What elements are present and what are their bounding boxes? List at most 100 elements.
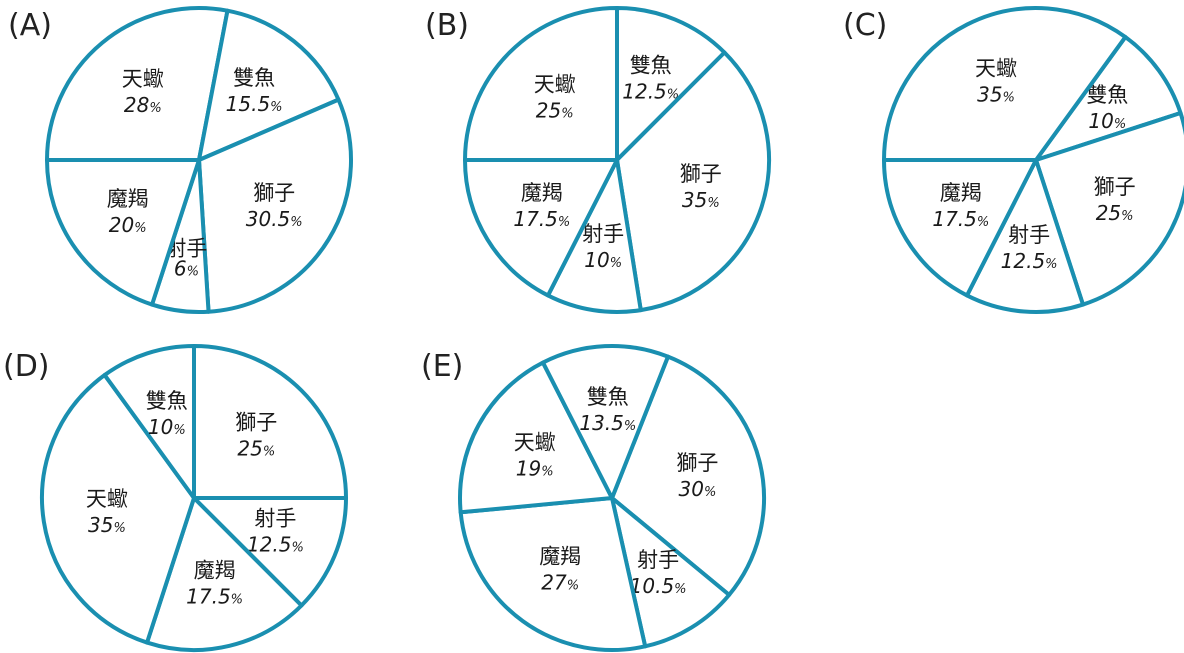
slice-value-unit: %: [1121, 209, 1133, 224]
slice-value-unit: %: [290, 215, 302, 230]
slice-value-unit: %: [707, 196, 719, 211]
slice-value-e-2: 27%: [541, 570, 579, 594]
slice-value-number: 13.5: [579, 411, 624, 435]
slice-name-c-2: 射手: [1008, 223, 1050, 247]
slice-value-unit: %: [704, 485, 716, 500]
slice-value-e-4: 13.5%: [579, 411, 636, 435]
panel-label-b: (B): [425, 8, 469, 43]
slice-name-b-2: 射手: [582, 222, 624, 246]
slice-value-d-4: 10%: [148, 415, 186, 439]
pie-slice-e-3: [458, 360, 614, 515]
slice-value-number: 15.5: [226, 92, 271, 116]
slice-value-unit: %: [624, 419, 636, 434]
slice-value-number: 20: [109, 213, 134, 237]
slice-name-c-3: 魔羯: [940, 181, 982, 205]
slice-value-c-3: 17.5%: [932, 207, 989, 231]
slice-value-unit: %: [674, 582, 686, 597]
slice-value-number: 10: [584, 248, 609, 272]
pie-slice-e-0: [610, 354, 766, 597]
slice-value-e-0: 30%: [678, 477, 716, 501]
slice-name-c-0: 雙魚: [1086, 83, 1128, 107]
slice-value-number: 17.5: [186, 585, 231, 609]
slice-name-b-0: 雙魚: [630, 54, 672, 78]
slice-value-number: 25: [237, 437, 262, 461]
slice-name-e-2: 魔羯: [539, 544, 581, 568]
slice-name-d-1: 射手: [254, 507, 296, 531]
slice-value-unit: %: [1114, 117, 1126, 132]
slice-value-c-1: 25%: [1096, 201, 1134, 225]
slice-value-d-0: 25%: [237, 437, 275, 461]
slice-value-b-0: 12.5%: [622, 80, 679, 104]
slice-value-a-2: 30.5%: [246, 207, 303, 231]
pie-slice-d-1: [192, 496, 348, 608]
slice-value-e-3: 19%: [516, 457, 554, 481]
slice-value-unit: %: [291, 541, 303, 556]
panel-label-e: (E): [421, 349, 463, 384]
pie-slice-a-2: [197, 97, 353, 314]
slice-value-unit: %: [567, 578, 579, 593]
slice-name-a-4: 魔羯: [107, 187, 149, 211]
pie-slice-e-1: [610, 496, 732, 649]
panel-label-d: (D): [3, 349, 50, 384]
pie-slice-b-0: [615, 6, 727, 162]
slice-value-d-3: 35%: [88, 513, 126, 537]
slice-value-unit: %: [561, 107, 573, 122]
slice-value-number: 35: [682, 188, 707, 212]
pie-slice-d-2: [145, 496, 304, 652]
slice-value-b-3: 17.5%: [513, 207, 570, 231]
slice-value-number: 25: [536, 99, 561, 123]
pie-slice-a-1: [197, 8, 341, 162]
slice-value-unit: %: [610, 256, 622, 271]
slice-value-unit: %: [541, 465, 553, 480]
pie-slice-b-3: [463, 158, 619, 298]
slice-value-number: 6: [174, 257, 187, 281]
slice-value-unit: %: [977, 215, 989, 230]
slice-name-a-2: 獅子: [253, 181, 295, 205]
slice-name-d-0: 獅子: [235, 411, 277, 435]
slice-value-c-0: 10%: [1088, 109, 1126, 133]
slice-value-unit: %: [231, 593, 243, 608]
slice-value-unit: %: [1003, 90, 1015, 105]
slice-name-c-4: 天蠍: [975, 56, 1017, 80]
slice-name-a-1: 雙魚: [233, 66, 275, 90]
slice-name-a-0: 天蠍: [122, 67, 164, 91]
pie-slice-d-0: [192, 344, 348, 500]
slice-name-b-1: 獅子: [680, 162, 722, 186]
pie-slice-a-4: [45, 158, 201, 307]
slice-value-unit: %: [270, 100, 282, 115]
pie-slice-b-4: [463, 6, 619, 162]
slice-value-b-2: 10%: [584, 248, 622, 272]
slice-value-number: 28: [124, 93, 149, 117]
slice-name-c-1: 獅子: [1094, 175, 1136, 199]
slice-value-number: 30: [678, 477, 703, 501]
slice-value-number: 30.5: [246, 207, 291, 231]
slice-value-a-4: 20%: [109, 213, 147, 237]
slice-value-unit: %: [149, 101, 161, 116]
slice-name-d-2: 魔羯: [194, 559, 236, 583]
pie-slice-d-3: [40, 373, 196, 645]
slice-value-unit: %: [113, 521, 125, 536]
slice-value-a-0: 28%: [124, 93, 162, 117]
slice-value-unit: %: [187, 265, 199, 280]
pie-slice-c-4: [882, 6, 1128, 162]
slice-value-a-3: 6%: [174, 257, 199, 281]
slice-value-number: 17.5: [513, 207, 558, 231]
slice-value-c-2: 12.5%: [1001, 249, 1058, 273]
pie-slice-b-2: [545, 158, 643, 314]
slice-name-e-4: 雙魚: [587, 385, 629, 409]
pie-slice-e-4: [540, 344, 670, 500]
slice-value-number: 35: [977, 82, 1002, 106]
slice-value-unit: %: [558, 215, 570, 230]
slice-value-b-1: 35%: [682, 188, 720, 212]
slice-value-unit: %: [1045, 257, 1057, 272]
slice-value-number: 27: [541, 570, 567, 594]
slice-value-number: 10: [148, 415, 173, 439]
pie-slice-c-0: [1034, 35, 1183, 162]
slice-value-number: 35: [88, 513, 113, 537]
slice-value-unit: %: [134, 221, 146, 236]
